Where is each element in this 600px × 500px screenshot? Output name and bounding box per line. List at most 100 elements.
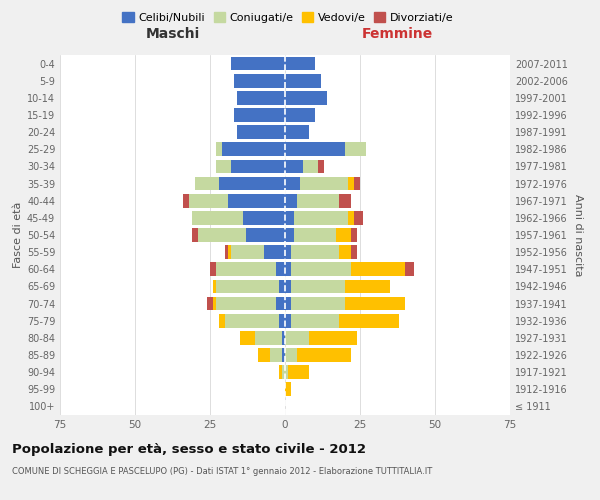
Bar bbox=[291, 262, 351, 276]
Bar bbox=[297, 348, 351, 362]
Bar bbox=[264, 246, 285, 259]
Bar bbox=[216, 142, 222, 156]
Legend: Celibi/Nubili, Coniugati/e, Vedovi/e, Divorziati/e: Celibi/Nubili, Coniugati/e, Vedovi/e, Di… bbox=[118, 8, 458, 28]
Bar bbox=[354, 176, 360, 190]
Bar bbox=[225, 314, 279, 328]
Bar bbox=[285, 211, 294, 224]
Text: Popolazione per età, sesso e stato civile - 2012: Popolazione per età, sesso e stato civil… bbox=[12, 442, 366, 456]
Bar bbox=[213, 280, 216, 293]
Text: Femmine: Femmine bbox=[362, 28, 433, 42]
Bar bbox=[348, 211, 354, 224]
Bar bbox=[339, 314, 399, 328]
Bar bbox=[270, 348, 282, 362]
Bar bbox=[237, 126, 285, 139]
Bar bbox=[285, 108, 315, 122]
Bar bbox=[237, 91, 285, 104]
Bar bbox=[279, 366, 282, 379]
Bar bbox=[231, 56, 285, 70]
Bar bbox=[291, 246, 339, 259]
Bar bbox=[345, 280, 390, 293]
Bar bbox=[192, 228, 198, 242]
Bar bbox=[279, 314, 285, 328]
Bar bbox=[243, 211, 285, 224]
Bar bbox=[294, 211, 348, 224]
Bar bbox=[285, 366, 288, 379]
Bar bbox=[288, 366, 309, 379]
Bar bbox=[282, 366, 285, 379]
Bar bbox=[282, 348, 285, 362]
Bar bbox=[285, 91, 327, 104]
Bar bbox=[351, 262, 405, 276]
Bar bbox=[285, 280, 291, 293]
Bar bbox=[228, 246, 231, 259]
Bar bbox=[285, 142, 345, 156]
Bar bbox=[255, 331, 282, 344]
Bar bbox=[300, 176, 348, 190]
Bar bbox=[309, 331, 357, 344]
Bar bbox=[285, 246, 291, 259]
Bar bbox=[276, 296, 285, 310]
Bar bbox=[303, 160, 318, 173]
Bar bbox=[285, 382, 291, 396]
Bar bbox=[279, 280, 285, 293]
Bar bbox=[345, 142, 366, 156]
Bar bbox=[285, 228, 294, 242]
Text: COMUNE DI SCHEGGIA E PASCELUPO (PG) - Dati ISTAT 1° gennaio 2012 - Elaborazione : COMUNE DI SCHEGGIA E PASCELUPO (PG) - Da… bbox=[12, 468, 432, 476]
Bar bbox=[291, 280, 345, 293]
Bar bbox=[219, 176, 285, 190]
Bar bbox=[210, 262, 216, 276]
Bar bbox=[354, 211, 363, 224]
Bar bbox=[222, 142, 285, 156]
Bar bbox=[339, 246, 351, 259]
Bar bbox=[282, 331, 285, 344]
Bar bbox=[285, 296, 291, 310]
Bar bbox=[351, 228, 357, 242]
Bar bbox=[285, 331, 309, 344]
Bar bbox=[291, 296, 345, 310]
Bar bbox=[198, 228, 246, 242]
Bar bbox=[216, 262, 276, 276]
Bar bbox=[216, 160, 231, 173]
Bar bbox=[285, 194, 297, 207]
Bar bbox=[285, 176, 300, 190]
Bar bbox=[297, 194, 339, 207]
Bar bbox=[231, 246, 264, 259]
Bar bbox=[225, 246, 228, 259]
Bar bbox=[285, 56, 315, 70]
Bar bbox=[339, 194, 351, 207]
Bar bbox=[231, 160, 285, 173]
Bar bbox=[285, 348, 297, 362]
Bar bbox=[219, 314, 225, 328]
Bar bbox=[240, 331, 255, 344]
Y-axis label: Anni di nascita: Anni di nascita bbox=[573, 194, 583, 276]
Y-axis label: Fasce di età: Fasce di età bbox=[13, 202, 23, 268]
Bar bbox=[228, 194, 285, 207]
Bar bbox=[213, 296, 216, 310]
Bar bbox=[207, 296, 213, 310]
Text: Maschi: Maschi bbox=[145, 28, 200, 42]
Bar bbox=[351, 246, 357, 259]
Bar bbox=[348, 176, 354, 190]
Bar bbox=[285, 160, 303, 173]
Bar bbox=[318, 160, 324, 173]
Bar bbox=[195, 176, 219, 190]
Bar bbox=[183, 194, 189, 207]
Bar bbox=[216, 296, 276, 310]
Bar bbox=[285, 262, 291, 276]
Bar bbox=[192, 211, 243, 224]
Bar bbox=[291, 314, 339, 328]
Bar bbox=[345, 296, 405, 310]
Bar bbox=[189, 194, 228, 207]
Bar bbox=[234, 108, 285, 122]
Bar bbox=[246, 228, 285, 242]
Bar bbox=[285, 74, 321, 88]
Bar bbox=[285, 126, 309, 139]
Bar bbox=[294, 228, 336, 242]
Bar bbox=[405, 262, 414, 276]
Bar bbox=[258, 348, 270, 362]
Bar bbox=[336, 228, 351, 242]
Bar bbox=[216, 280, 279, 293]
Bar bbox=[234, 74, 285, 88]
Bar bbox=[285, 314, 291, 328]
Bar bbox=[276, 262, 285, 276]
